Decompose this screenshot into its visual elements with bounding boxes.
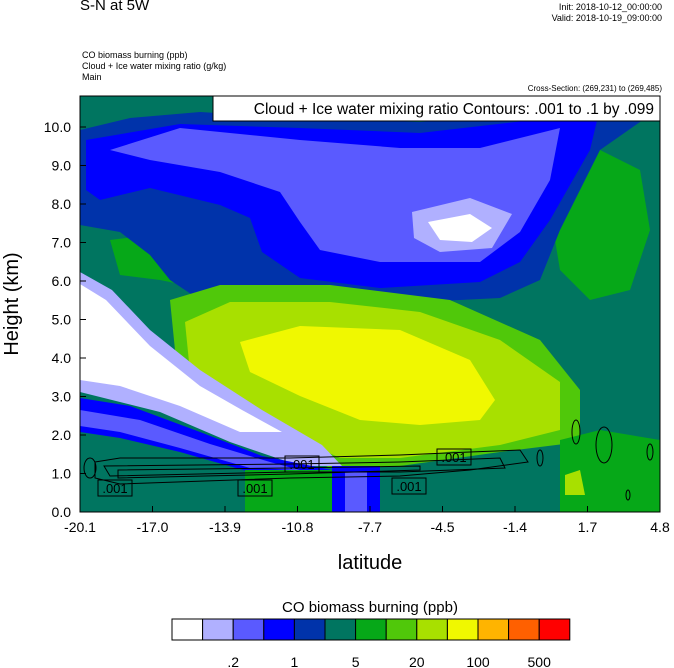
y-tick-label: 8.0	[52, 196, 72, 212]
y-tick-label: 5.0	[52, 312, 72, 328]
y-tick-label: 4.0	[52, 350, 72, 366]
colorbar-swatch	[293, 618, 326, 641]
y-tick-label: 6.0	[52, 273, 72, 289]
colorbar-label: 1	[291, 654, 299, 668]
x-axis-label: latitude	[338, 552, 403, 574]
y-tick-label: 9.0	[52, 158, 72, 174]
x-tick-label: -7.7	[358, 519, 382, 535]
colorbar-swatch	[385, 618, 418, 641]
contour-label-box	[391, 477, 427, 495]
valid-time: Valid: 2018-10-19_09:00:00	[551, 13, 662, 23]
y-tick-label: 0.0	[52, 504, 72, 520]
colorbar-swatch	[538, 618, 571, 641]
y-tick-label: 1.0	[52, 466, 72, 482]
x-tick-label: -4.5	[430, 519, 454, 535]
fill-medblue-bottom	[345, 472, 367, 512]
fill-medblue-band	[80, 410, 300, 470]
contour-label: .001	[242, 481, 267, 496]
contour-label: .001	[396, 479, 421, 494]
y-tick-label: 3.0	[52, 389, 72, 405]
y-axis: 0.0 1.0 2.0 3.0 4.0 5.0 6.0 7.0 8.0 9.0 10.0	[44, 119, 86, 520]
x-tick-label: -1.4	[503, 519, 527, 535]
colorbar-label: 100	[466, 654, 490, 668]
filled-contours	[80, 96, 660, 512]
y-tick-label: 7.0	[52, 235, 72, 251]
colorbar-title: CO biomass burning (ppb)	[282, 599, 458, 616]
fill-blue-band	[80, 398, 332, 482]
x-axis: -20.1 -17.0 -13.9 -10.8 -7.7 -4.5 -1.4 1.7 4.8	[64, 506, 670, 535]
contour-label: .001	[289, 457, 314, 472]
fill-lime-bottom-right	[565, 470, 585, 495]
field-label-cloud: Cloud + Ice water mixing ratio (g/kg)	[82, 61, 227, 71]
init-time: Init: 2018-10-12_00:00:00	[558, 2, 662, 12]
fill-yellow-core	[240, 326, 495, 425]
contour-label-box	[284, 455, 320, 473]
x-tick-label: -17.0	[137, 519, 169, 535]
colorbar-swatch	[202, 618, 234, 641]
x-tick-label: 4.8	[650, 519, 670, 535]
cross-section-label: Cross-Section: (269,231) to (269,485)	[527, 84, 662, 93]
field-label-co: CO biomass burning (ppb)	[82, 50, 188, 60]
colorbar-swatch	[508, 618, 540, 641]
contour-label: .001	[102, 481, 127, 496]
contour-label-box	[97, 479, 133, 497]
colorbar-label: 5	[352, 654, 360, 668]
colorbar-label: 20	[409, 654, 425, 668]
x-tick-label: -20.1	[64, 519, 96, 535]
contour-label-group: .001 .001 .001 .001 .001	[97, 448, 472, 497]
colorbar-swatch	[355, 618, 387, 641]
colorbar-swatch	[324, 618, 357, 641]
colorbar-swatch	[477, 618, 510, 641]
contour-lines	[83, 419, 654, 501]
fill-green-bottom-right	[560, 430, 660, 512]
field-label-main: Main	[82, 72, 102, 82]
x-tick-label: -10.8	[282, 519, 314, 535]
contour-label-box	[237, 479, 273, 497]
contour-legend-box	[212, 95, 661, 122]
colorbar-swatch	[416, 618, 448, 641]
fill-white-wedge	[80, 284, 282, 432]
x-tick-label: 1.7	[578, 519, 598, 535]
colorbar-swatch	[446, 618, 479, 641]
contour-label-box	[436, 448, 472, 466]
fill-white-upper	[428, 214, 492, 242]
colorbar-label: .2	[227, 654, 239, 668]
y-tick-label: 10.0	[44, 119, 71, 135]
y-axis-label: Height (km)	[1, 252, 23, 355]
colorbar-swatch	[232, 618, 265, 641]
x-tick-label: -13.9	[209, 519, 241, 535]
colorbar-label: 500	[528, 654, 552, 668]
colorbar-swatch	[171, 618, 204, 641]
plot-title: S-N at 5W	[80, 0, 150, 14]
colorbar: .2 1 5 20 100 500	[171, 618, 571, 668]
contour-legend-text: Cloud + Ice water mixing ratio Contours:…	[254, 101, 654, 118]
y-tick-label: 2.0	[52, 427, 72, 443]
colorbar-swatch	[263, 618, 295, 641]
contour-label: .001	[441, 450, 466, 465]
